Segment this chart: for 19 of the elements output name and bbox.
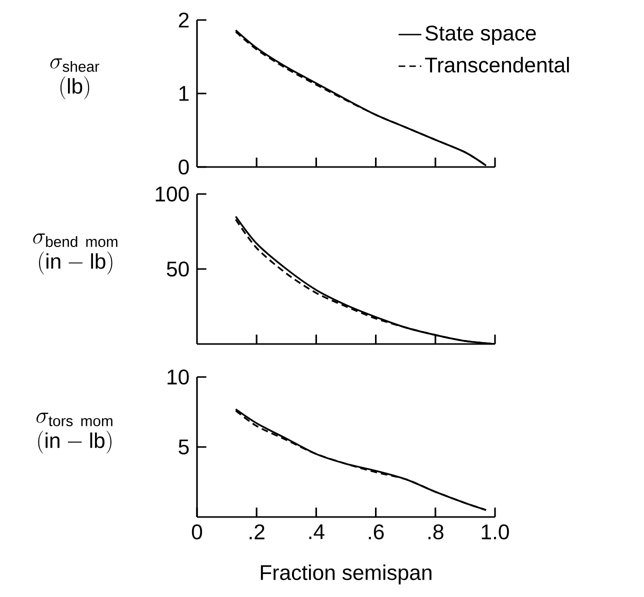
x-tick-label: .2 <box>250 524 264 540</box>
x-tick-label: 1.0 <box>482 524 509 540</box>
y-tick-label: 100 <box>156 186 189 202</box>
x-tick-label: .6 <box>368 524 384 540</box>
y-tick-label: 1 <box>179 86 189 101</box>
x-tick-label: .8 <box>428 524 444 540</box>
y-axis-title: $\begin{array}{c}\sigma_{\mathrm{tors\ mom}}\\ \mathrm{(in-lb)}\end{array}$ <box>36 412 112 454</box>
x-tick-label: .4 <box>309 524 324 539</box>
legend-label: Transcendental <box>425 56 569 73</box>
y-tick-label: 50 <box>166 261 189 277</box>
y-tick-label: 5 <box>178 440 189 454</box>
y-tick-label: 2 <box>178 12 189 28</box>
legend-label: State space <box>426 26 536 45</box>
y-tick-label: 10 <box>168 369 189 385</box>
x-axis-title: Fraction semispan <box>260 564 432 584</box>
x-tick-label: 0 <box>192 524 202 540</box>
y-tick-label: 0 <box>178 159 189 175</box>
y-axis-title: $\begin{array}{c}\sigma_{\mathrm{bend\ mom}}\\ \mathrm{(in-lb)}\end{array}$ <box>33 234 118 274</box>
y-axis-title: $\begin{array}{c}\sigma_{\mathrm{shear}}\\ \mathrm{(lb)}\end{array}$ <box>50 58 100 100</box>
